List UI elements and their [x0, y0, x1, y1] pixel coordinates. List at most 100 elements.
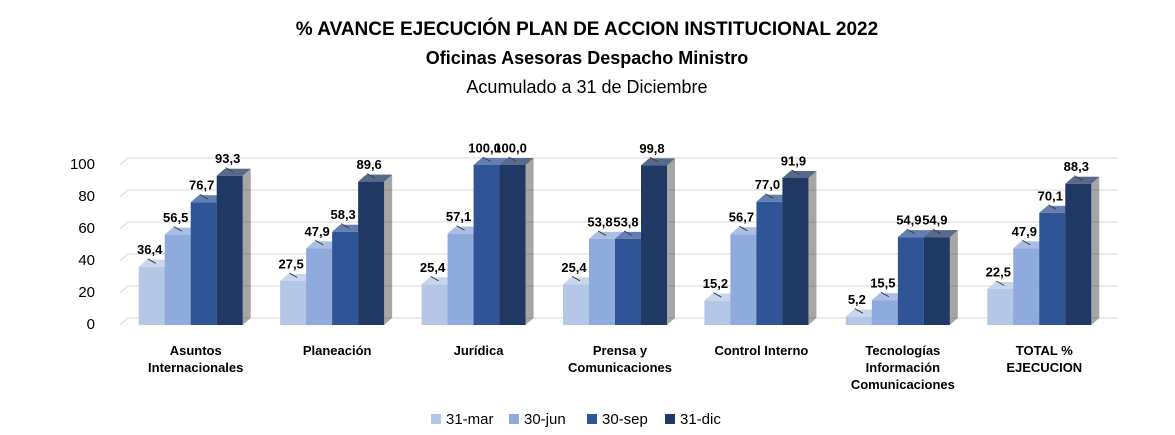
label-leader — [571, 275, 581, 282]
bar-front — [987, 289, 1014, 325]
legend-label: 30-jun — [524, 411, 566, 428]
chart-title: % AVANCE EJECUCIÓN PLAN DE ACCION INSTIT… — [296, 18, 878, 40]
label-leader — [482, 156, 491, 162]
label-leader — [1074, 175, 1083, 181]
legend-swatch — [509, 414, 519, 424]
bar — [216, 168, 251, 325]
label-leader — [288, 272, 298, 278]
label-leader — [225, 167, 234, 173]
bar-front — [473, 165, 500, 325]
label-leader — [366, 173, 376, 179]
chart-subtitle: Oficinas Asesoras Despacho Ministro — [426, 48, 748, 68]
label-leader — [597, 230, 607, 236]
data-label: 77,0 — [755, 177, 780, 192]
label-leader — [623, 230, 633, 236]
bar-front — [1013, 248, 1040, 325]
label-leader — [649, 156, 659, 163]
y-tick-label: 40 — [78, 252, 95, 269]
data-label: 15,5 — [870, 276, 895, 291]
y-tick-label: 100 — [70, 156, 95, 173]
label-leader — [508, 156, 517, 162]
data-label: 53,8 — [613, 214, 638, 229]
chart-subtitle: Acumulado a 31 de Diciembre — [466, 77, 707, 97]
x-tick-label: Control Interno — [714, 343, 809, 358]
legend-swatch — [587, 414, 597, 424]
label-leader — [1048, 204, 1057, 210]
y-tick-label: 20 — [78, 284, 95, 301]
data-label: 27,5 — [278, 256, 303, 271]
data-label: 36,4 — [137, 242, 163, 257]
data-label: 58,3 — [330, 207, 355, 222]
bar-side — [949, 230, 958, 325]
label-leader — [880, 291, 890, 298]
x-tick-label: Jurídica — [453, 343, 504, 358]
data-label: 57,1 — [446, 209, 471, 224]
x-tick-label: Asuntos Internacionales — [148, 343, 244, 375]
grid-line — [119, 157, 1118, 166]
bar-front — [190, 202, 217, 325]
bar — [782, 170, 817, 325]
bar — [923, 230, 958, 325]
legend-label: 30-sep — [602, 411, 648, 428]
bar-front — [447, 233, 474, 325]
y-tick-label: 0 — [87, 316, 95, 333]
x-tick-label: Prensa y Comunicaciones — [567, 343, 673, 375]
bar-front — [306, 248, 333, 325]
bar-front — [138, 266, 165, 325]
label-leader — [147, 258, 156, 264]
data-label: 56,5 — [163, 210, 188, 225]
legend-label: 31-mar — [446, 411, 494, 428]
label-leader — [456, 225, 465, 231]
y-tick-label: 80 — [78, 188, 95, 205]
label-leader — [739, 225, 748, 232]
bar-front — [782, 177, 809, 325]
bar-front — [871, 300, 898, 325]
bar-front — [332, 231, 359, 325]
bar-side — [384, 174, 393, 325]
data-label: 25,4 — [561, 260, 587, 275]
bar — [730, 227, 765, 325]
data-label: 88,3 — [1064, 159, 1089, 174]
label-leader — [430, 275, 439, 282]
x-tick-label: TOTAL % EJECUCION — [1006, 343, 1083, 375]
bar-side — [242, 168, 251, 325]
bar-side — [1091, 176, 1100, 325]
label-leader — [765, 193, 774, 199]
bar-front — [1039, 212, 1066, 325]
bar-side — [667, 158, 675, 325]
data-label: 100,0 — [494, 140, 527, 155]
data-label: 47,9 — [1012, 224, 1037, 239]
label-leader — [173, 226, 182, 232]
data-label: 25,4 — [420, 260, 446, 275]
data-label: 5,2 — [848, 292, 866, 307]
bar — [358, 174, 393, 325]
x-tick-label: Tecnologías Información Comunicaciones — [850, 343, 955, 392]
bar-front — [421, 284, 448, 325]
bar — [1065, 176, 1100, 325]
legend-label: 31-dic — [680, 411, 721, 428]
data-label: 56,7 — [729, 210, 754, 225]
bar-front — [164, 234, 191, 325]
label-leader — [906, 228, 916, 235]
data-label: 54,9 — [896, 213, 921, 228]
bar-front — [845, 316, 872, 325]
legend-swatch — [431, 414, 441, 424]
bar-front — [897, 237, 924, 325]
bar-front — [280, 281, 307, 325]
label-leader — [791, 169, 800, 175]
bar-front — [923, 237, 950, 325]
bar-front — [358, 181, 385, 325]
x-tick-label: Planeación — [302, 343, 372, 358]
bar-front — [641, 165, 667, 325]
bar-front — [704, 300, 731, 325]
data-label: 54,9 — [922, 213, 947, 228]
bar-front — [1065, 183, 1092, 325]
grid-line — [119, 189, 1118, 198]
data-label: 76,7 — [189, 178, 214, 193]
label-leader — [713, 292, 722, 298]
label-leader — [854, 308, 864, 314]
data-label: 15,2 — [703, 276, 728, 291]
label-leader — [199, 193, 208, 200]
bar — [641, 158, 675, 325]
